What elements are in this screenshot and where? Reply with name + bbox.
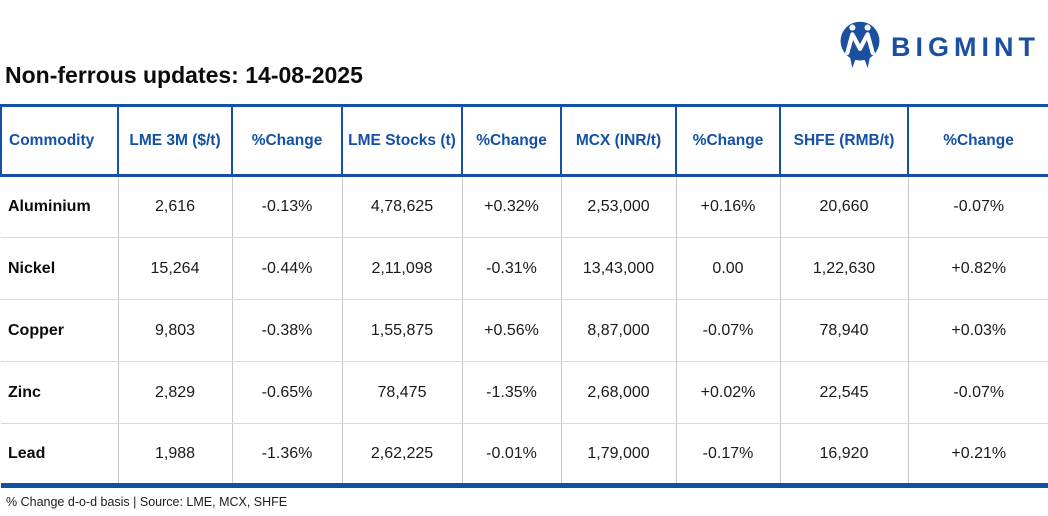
column-header-commodity: Commodity — [0, 104, 119, 177]
column-header-lme-stocks-pct-change: %Change — [461, 104, 562, 177]
cell-mcx-change: -0.07% — [676, 299, 781, 362]
cell-lme-3m: 2,829 — [118, 361, 233, 424]
cell-shfe-change: -0.07% — [908, 361, 1048, 424]
cell-commodity: Copper — [1, 299, 119, 362]
cell-lme-3m: 9,803 — [118, 299, 233, 362]
cell-lme-stocks: 4,78,625 — [342, 175, 463, 238]
column-header-mcx: MCX (INR/t) — [560, 104, 677, 177]
cell-lme-3m: 2,616 — [118, 175, 233, 238]
cell-commodity: Lead — [1, 423, 119, 488]
cell-lme-stocks-change: -0.01% — [462, 423, 562, 488]
cell-shfe: 22,545 — [780, 361, 909, 424]
cell-mcx-change: +0.02% — [676, 361, 781, 424]
page-title: Non-ferrous updates: 14-08-2025 — [5, 62, 363, 88]
cell-lme-stocks: 2,62,225 — [342, 423, 463, 488]
bigmint-logo: BIGMINT — [838, 20, 1040, 74]
column-header-shfe: SHFE (RMB/t) — [779, 104, 909, 177]
cell-mcx-change: +0.16% — [676, 175, 781, 238]
cell-lme-3m-change: -0.44% — [232, 237, 343, 300]
table-row-lead: Lead 1,988 -1.36% 2,62,225 -0.01% 1,79,0… — [1, 423, 1048, 488]
cell-mcx: 8,87,000 — [561, 299, 677, 362]
cell-lme-3m: 1,988 — [118, 423, 233, 488]
cell-lme-stocks-change: +0.56% — [462, 299, 562, 362]
column-header-lme-3m: LME 3M ($/t) — [117, 104, 233, 177]
source-footnote: % Change d-o-d basis | Source: LME, MCX,… — [6, 495, 288, 509]
table-row-nickel: Nickel 15,264 -0.44% 2,11,098 -0.31% 13,… — [1, 237, 1048, 300]
cell-mcx: 2,53,000 — [561, 175, 677, 238]
cell-lme-3m-change: -1.36% — [232, 423, 343, 488]
cell-lme-3m-change: -0.13% — [232, 175, 343, 238]
cell-lme-3m-change: -0.38% — [232, 299, 343, 362]
cell-lme-3m-change: -0.65% — [232, 361, 343, 424]
column-header-shfe-pct-change: %Change — [907, 104, 1048, 177]
table-header-row: Commodity LME 3M ($/t) %Change LME Stock… — [0, 104, 1048, 177]
cell-shfe: 16,920 — [780, 423, 909, 488]
column-header-lme-stocks: LME Stocks (t) — [341, 104, 463, 177]
cell-commodity: Nickel — [1, 237, 119, 300]
cell-lme-stocks: 1,55,875 — [342, 299, 463, 362]
cell-lme-stocks-change: -0.31% — [462, 237, 562, 300]
cell-mcx: 13,43,000 — [561, 237, 677, 300]
column-header-lme-3m-pct-change: %Change — [231, 104, 343, 177]
table-row-aluminium: Aluminium 2,616 -0.13% 4,78,625 +0.32% 2… — [1, 175, 1048, 238]
cell-shfe-change: +0.03% — [908, 299, 1048, 362]
bigmint-logo-icon — [838, 20, 882, 74]
cell-mcx-change: 0.00 — [676, 237, 781, 300]
cell-lme-stocks: 2,11,098 — [342, 237, 463, 300]
cell-shfe: 1,22,630 — [780, 237, 909, 300]
cell-mcx: 1,79,000 — [561, 423, 677, 488]
cell-shfe: 78,940 — [780, 299, 909, 362]
cell-shfe-change: -0.07% — [908, 175, 1048, 238]
cell-lme-3m: 15,264 — [118, 237, 233, 300]
cell-mcx: 2,68,000 — [561, 361, 677, 424]
bigmint-logo-text: BIGMINT — [891, 31, 1040, 62]
cell-mcx-change: -0.17% — [676, 423, 781, 488]
cell-lme-stocks-change: -1.35% — [462, 361, 562, 424]
commodity-prices-table: Commodity LME 3M ($/t) %Change LME Stock… — [0, 104, 1048, 488]
cell-lme-stocks-change: +0.32% — [462, 175, 562, 238]
table-row-copper: Copper 9,803 -0.38% 1,55,875 +0.56% 8,87… — [1, 299, 1048, 362]
cell-shfe: 20,660 — [780, 175, 909, 238]
cell-shfe-change: +0.21% — [908, 423, 1048, 488]
cell-commodity: Aluminium — [1, 175, 119, 238]
table-row-zinc: Zinc 2,829 -0.65% 78,475 -1.35% 2,68,000… — [1, 361, 1048, 424]
column-header-mcx-pct-change: %Change — [675, 104, 781, 177]
cell-lme-stocks: 78,475 — [342, 361, 463, 424]
cell-commodity: Zinc — [1, 361, 119, 424]
cell-shfe-change: +0.82% — [908, 237, 1048, 300]
